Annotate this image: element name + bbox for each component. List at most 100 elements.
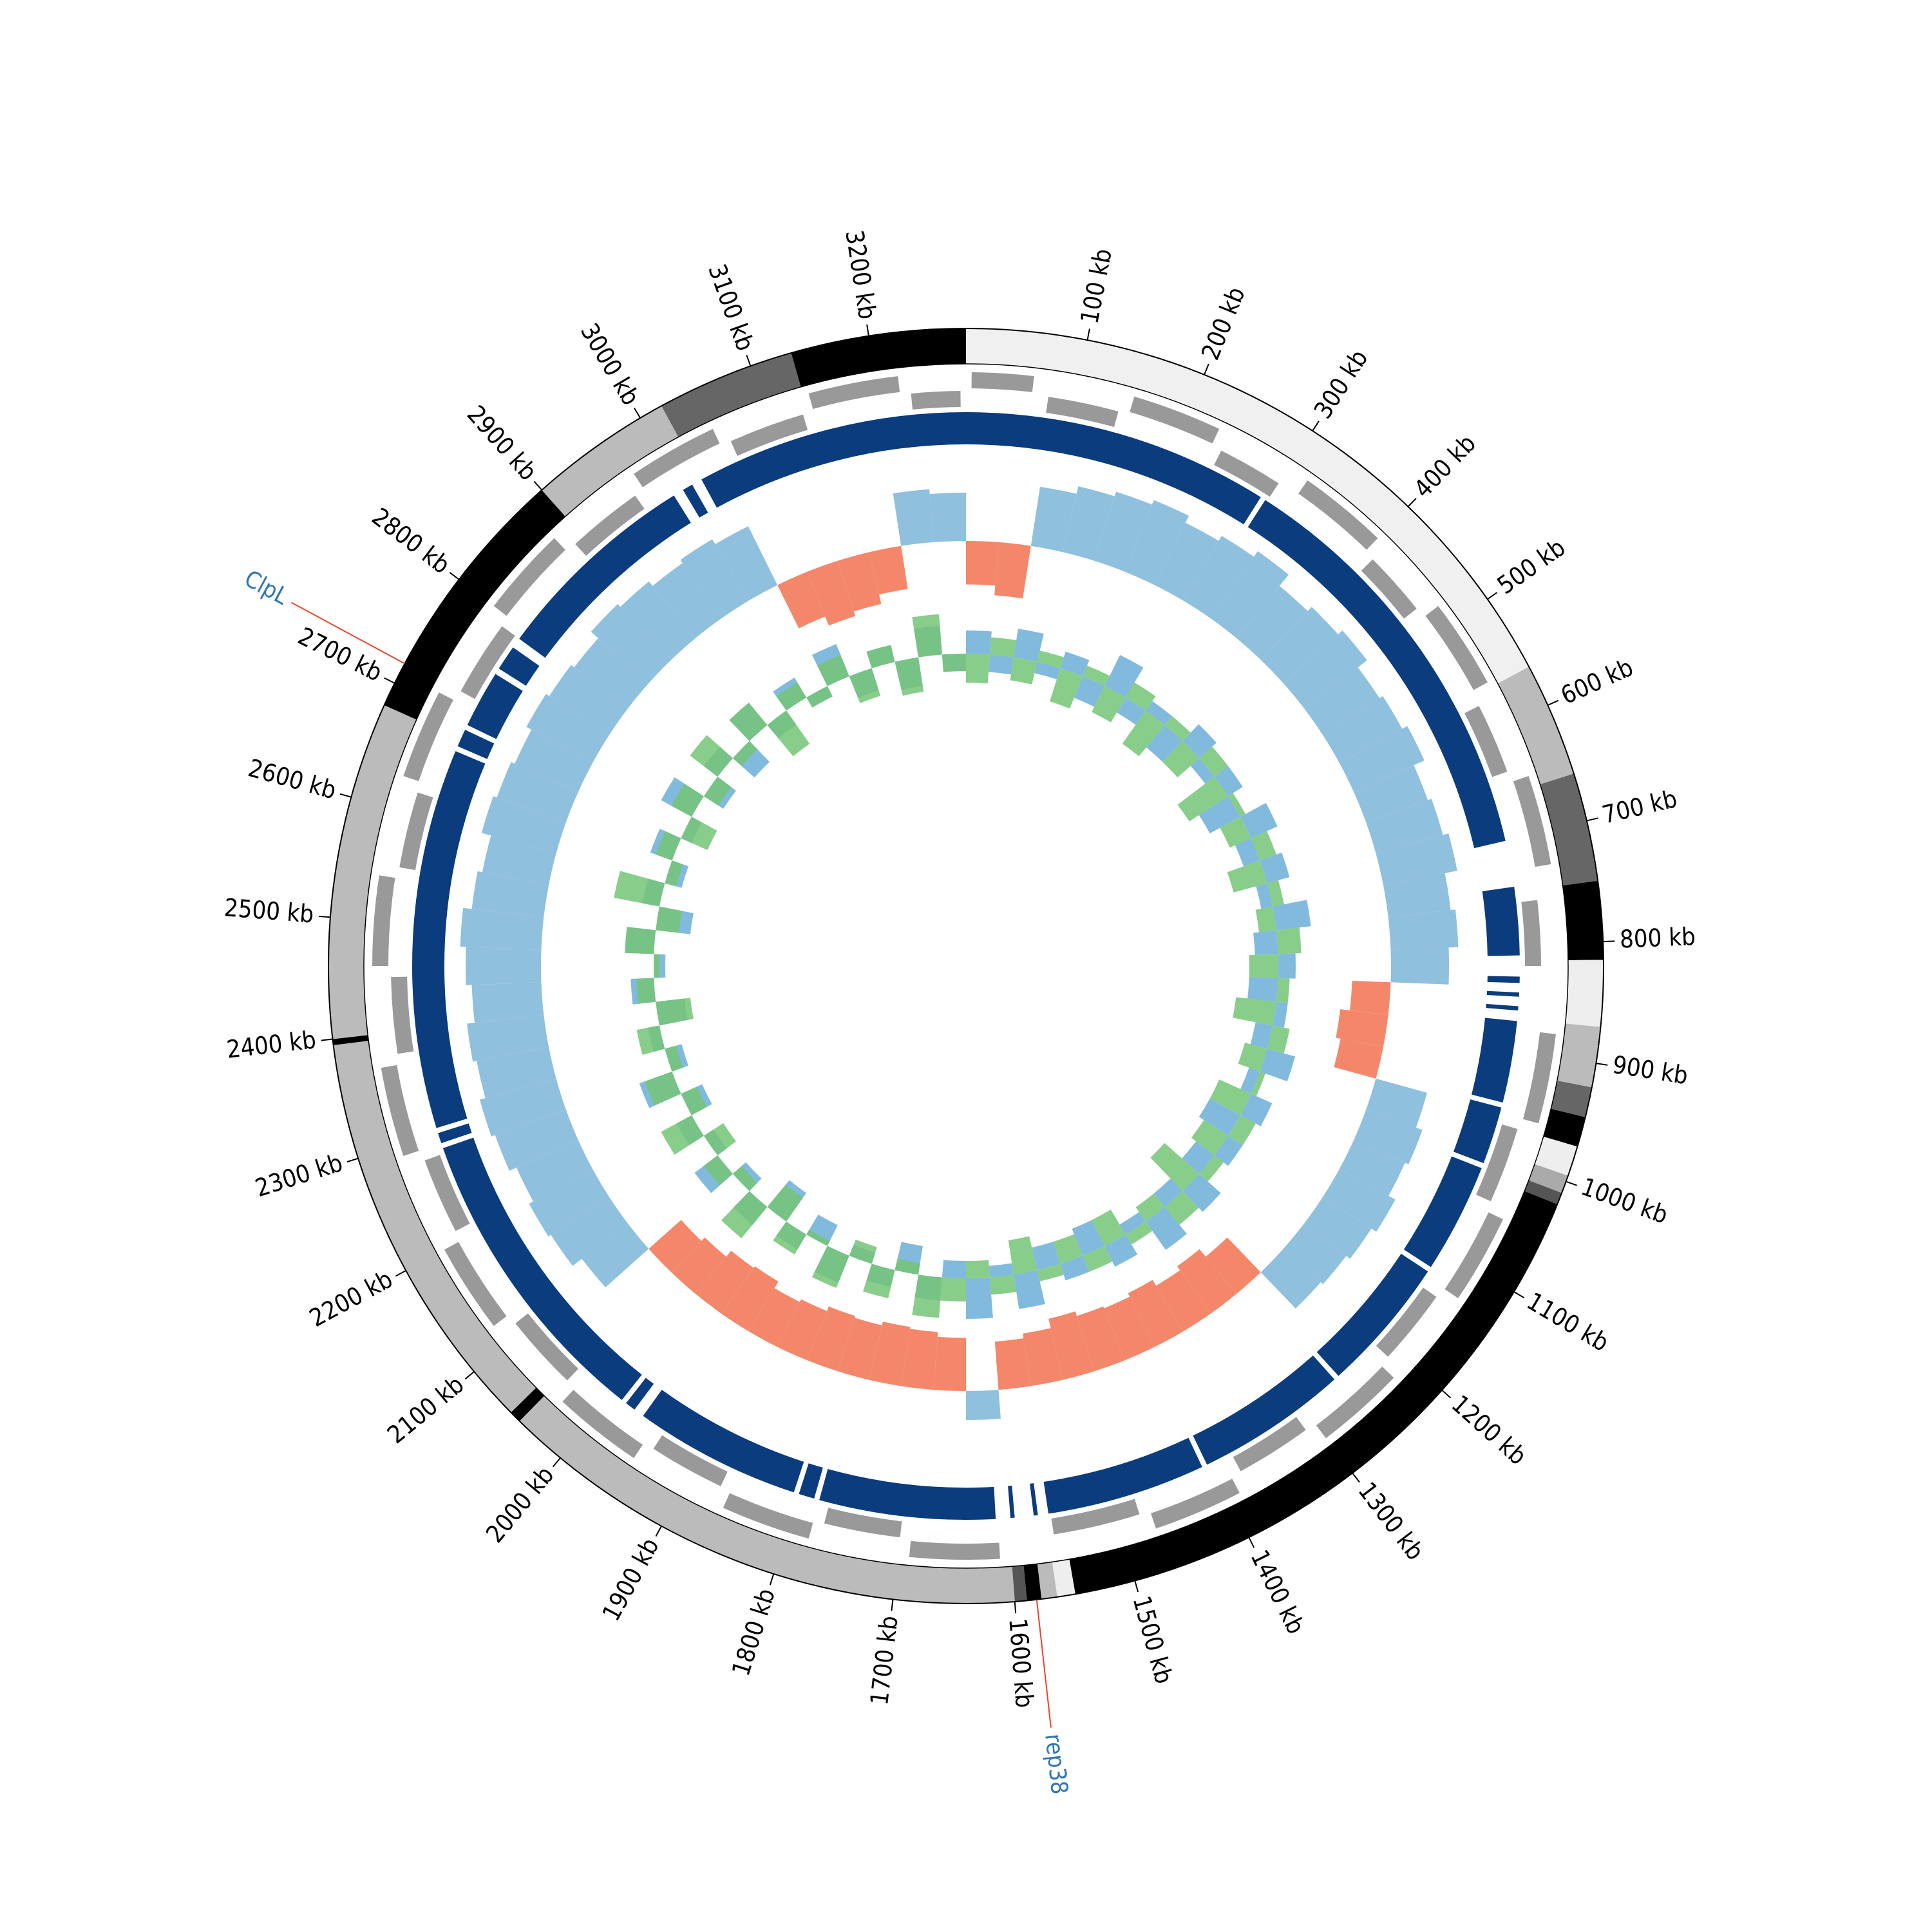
skew-bar bbox=[671, 783, 704, 817]
annotation-line bbox=[1036, 1599, 1052, 1728]
coverage-bar bbox=[1336, 1009, 1388, 1047]
coverage-bar bbox=[1366, 1078, 1427, 1128]
skew-bar bbox=[1083, 665, 1110, 687]
coverage-bar bbox=[1339, 726, 1425, 793]
skew-bar bbox=[1072, 1220, 1105, 1256]
gene bbox=[1316, 1367, 1394, 1439]
coverage-bar bbox=[869, 1321, 911, 1387]
contig bbox=[412, 751, 486, 1128]
ideogram-band bbox=[1037, 1562, 1057, 1600]
skew-bar bbox=[1135, 1193, 1165, 1222]
skew-bar bbox=[1240, 802, 1278, 838]
gene bbox=[562, 1390, 643, 1459]
skew-bar bbox=[1198, 1098, 1241, 1136]
coverage-bar bbox=[515, 730, 593, 793]
coverage-bar bbox=[1260, 1249, 1321, 1309]
skew-bar bbox=[1104, 1234, 1138, 1267]
skew-bar bbox=[806, 686, 833, 708]
tick-mark bbox=[655, 1526, 662, 1537]
contig bbox=[442, 1137, 642, 1400]
ideogram-band bbox=[1012, 1565, 1027, 1602]
coverage-bar bbox=[1283, 1224, 1347, 1285]
tick-mark bbox=[346, 1157, 359, 1163]
skew-bar bbox=[729, 703, 768, 741]
coverage-bar bbox=[994, 542, 1031, 599]
coverage-bar bbox=[1156, 1270, 1211, 1332]
contig bbox=[1453, 1099, 1502, 1164]
skew-bar bbox=[1214, 1135, 1243, 1166]
coverage-bar bbox=[777, 571, 826, 629]
skew-bar bbox=[1060, 651, 1090, 677]
coverage-bar bbox=[1104, 1296, 1155, 1361]
coverage-bar bbox=[1390, 947, 1449, 985]
tick-mark bbox=[395, 1270, 406, 1277]
ideogram-band bbox=[791, 328, 966, 387]
tick-mark bbox=[769, 1573, 775, 1586]
tick-mark bbox=[552, 1457, 561, 1468]
tick-mark bbox=[1566, 1180, 1578, 1186]
ideogram-band bbox=[511, 1387, 545, 1421]
skew-bar bbox=[912, 1274, 942, 1318]
skew-bar bbox=[636, 1025, 665, 1056]
ideogram-band bbox=[333, 1041, 536, 1413]
skew-bar bbox=[732, 1166, 758, 1191]
skew-bar bbox=[1125, 682, 1156, 711]
skew-bar bbox=[1255, 906, 1276, 933]
coverage-bar bbox=[1023, 1328, 1063, 1387]
coverage-bar bbox=[1206, 1237, 1261, 1294]
coverage-bar bbox=[479, 1078, 566, 1137]
skew-bar bbox=[1150, 1142, 1200, 1191]
skew-bar bbox=[940, 1277, 966, 1302]
gene bbox=[911, 391, 961, 410]
ideogram-band bbox=[966, 328, 1530, 684]
contig bbox=[1008, 1485, 1015, 1519]
coverage-bar bbox=[777, 1299, 828, 1361]
skew-bar bbox=[767, 1184, 803, 1222]
skew-bar bbox=[1182, 1141, 1215, 1174]
skew-bar bbox=[767, 710, 810, 757]
gene bbox=[808, 376, 900, 410]
coverage-bar bbox=[1366, 799, 1443, 854]
gene bbox=[1214, 450, 1279, 497]
skew-bar bbox=[1060, 1255, 1090, 1281]
skew-bar bbox=[1220, 817, 1251, 848]
skew-bar bbox=[665, 1045, 683, 1072]
coverage-bar bbox=[1354, 1110, 1423, 1165]
coverage-bar bbox=[1339, 1139, 1405, 1196]
skew-bar bbox=[1008, 1236, 1037, 1275]
coverage-bar bbox=[466, 947, 542, 985]
gene bbox=[1130, 396, 1220, 444]
tick-mark bbox=[1134, 1580, 1139, 1593]
coverage-bar bbox=[933, 1336, 966, 1391]
coverage-bar bbox=[1334, 1038, 1383, 1079]
coverage-bar bbox=[1154, 522, 1219, 601]
skew-bar bbox=[656, 998, 694, 1026]
coverage-bar bbox=[495, 1110, 578, 1171]
coverage-bar bbox=[591, 603, 672, 683]
skew-bar bbox=[1092, 1209, 1126, 1246]
gene bbox=[1476, 1124, 1518, 1202]
tick-mark bbox=[1204, 363, 1209, 375]
skew-bar bbox=[1182, 724, 1217, 759]
skew-bar bbox=[1037, 1264, 1064, 1282]
ideogram-band bbox=[1023, 1564, 1042, 1601]
coverage-bar bbox=[1048, 1311, 1095, 1380]
coverage-bar bbox=[1076, 1306, 1125, 1372]
skew-bar bbox=[1104, 654, 1144, 698]
coverage-bar bbox=[1354, 765, 1428, 822]
skew-bar bbox=[1199, 1155, 1224, 1182]
skew-bar bbox=[1034, 661, 1061, 679]
skew-bar bbox=[661, 1115, 704, 1155]
contig bbox=[1043, 1437, 1202, 1514]
ideogram-band bbox=[1497, 667, 1574, 784]
skew-bar bbox=[1037, 650, 1064, 668]
skew-bar bbox=[849, 1239, 877, 1264]
coverage-bar bbox=[807, 1306, 856, 1372]
coverage-bar bbox=[994, 1338, 1031, 1390]
skew-bar bbox=[990, 1274, 1017, 1295]
coverage-bar bbox=[574, 638, 649, 708]
gene bbox=[424, 1155, 470, 1231]
skew-bar bbox=[966, 630, 992, 655]
skew-bar bbox=[990, 637, 1017, 658]
